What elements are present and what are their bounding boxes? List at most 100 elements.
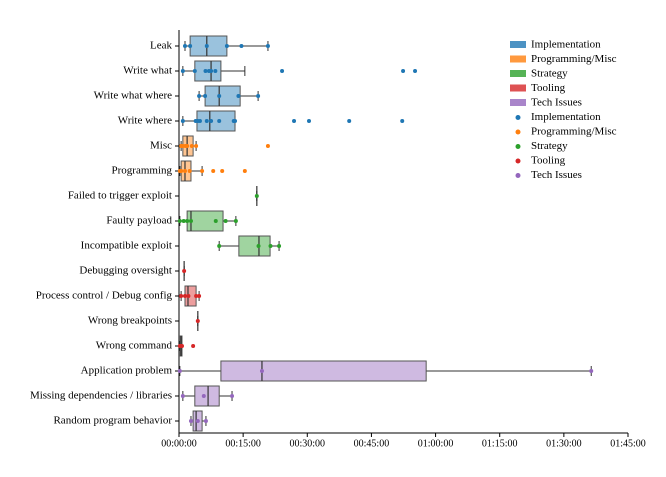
point — [306, 119, 311, 123]
point — [401, 69, 406, 73]
point — [265, 144, 270, 148]
point — [347, 119, 352, 123]
x-tick-label: 00:15:00 — [225, 438, 261, 449]
legend-label: Tooling — [531, 82, 566, 94]
point — [188, 44, 193, 48]
x-tick-label: 01:15:00 — [482, 438, 518, 449]
x-tick-label: 00:00:00 — [161, 438, 197, 449]
y-tick-label: Write what where — [94, 90, 172, 102]
point — [177, 369, 182, 373]
point — [179, 169, 184, 173]
x-tick-label: 01:45:00 — [610, 438, 646, 449]
point — [230, 394, 235, 398]
point — [213, 69, 218, 73]
point — [197, 119, 202, 123]
x-tick-label: 00:30:00 — [290, 438, 326, 449]
point — [195, 419, 200, 423]
point — [182, 294, 187, 298]
point — [203, 94, 208, 98]
y-tick-label: Misc — [150, 140, 172, 152]
point — [259, 369, 264, 373]
point — [197, 294, 202, 298]
legend-swatch — [510, 99, 526, 106]
point — [233, 219, 238, 223]
point — [201, 394, 206, 398]
point — [182, 269, 187, 273]
point — [217, 94, 222, 98]
y-tick-label: Missing dependencies / libraries — [30, 390, 172, 402]
point — [204, 44, 209, 48]
point — [180, 69, 185, 73]
y-tick-label: Debugging oversight — [79, 265, 172, 277]
x-tick-label: 01:30:00 — [546, 438, 582, 449]
point — [265, 44, 270, 48]
y-tick-label: Write where — [118, 115, 172, 127]
legend-label: Strategy — [531, 68, 568, 80]
point — [209, 119, 214, 123]
y-tick-label: Random program behavior — [53, 415, 172, 427]
box — [220, 360, 427, 382]
legend-label: Programming/Misc — [531, 53, 617, 65]
y-tick-label: Faulty payload — [106, 215, 172, 227]
legend-marker — [515, 115, 521, 120]
legend-label: Tooling — [531, 155, 566, 167]
box — [204, 85, 241, 107]
point — [268, 244, 273, 248]
legend-label: Tech Issues — [531, 97, 582, 109]
y-tick-label: Programming — [112, 165, 173, 177]
point — [213, 219, 218, 223]
point — [197, 94, 202, 98]
legend-label: Implementation — [531, 111, 601, 123]
y-tick-label: Wrong breakpoints — [88, 315, 172, 327]
point — [256, 94, 261, 98]
point — [203, 69, 208, 73]
point — [185, 144, 190, 148]
y-tick-label: Incompatible exploit — [81, 240, 172, 252]
y-tick-label: Leak — [150, 40, 172, 52]
point — [223, 219, 228, 223]
point — [254, 194, 259, 198]
legend-label: Strategy — [531, 140, 568, 152]
box — [238, 235, 271, 257]
y-tick-label: Process control / Debug config — [36, 290, 173, 302]
point — [224, 44, 229, 48]
point — [277, 244, 282, 248]
box — [194, 385, 220, 407]
y-tick-label: Failed to trigger exploit — [68, 190, 172, 202]
point — [256, 244, 261, 248]
y-tick-label: Wrong command — [96, 340, 173, 352]
point — [209, 69, 214, 73]
legend-marker — [515, 129, 521, 135]
point — [239, 44, 244, 48]
y-tick-label: Write what — [123, 65, 172, 77]
point — [217, 244, 222, 248]
point — [192, 69, 197, 73]
point — [280, 69, 285, 73]
point — [180, 394, 185, 398]
point — [191, 344, 196, 348]
legend-marker — [515, 158, 521, 164]
point — [189, 144, 194, 148]
legend-label: Implementation — [531, 39, 601, 51]
point — [187, 169, 192, 173]
legend-swatch — [510, 84, 526, 92]
legend-swatch — [510, 41, 526, 48]
point — [195, 319, 200, 323]
point — [242, 169, 247, 173]
point — [236, 94, 241, 98]
point — [179, 294, 184, 298]
point — [292, 119, 297, 123]
point — [182, 44, 187, 48]
legend-label: Tech Issues — [531, 169, 582, 181]
point — [188, 219, 193, 223]
legend-marker — [515, 144, 521, 149]
point — [181, 219, 186, 223]
legend-swatch — [510, 70, 526, 77]
point — [217, 119, 222, 123]
point — [177, 219, 182, 223]
point — [589, 369, 594, 373]
point — [413, 69, 418, 73]
point — [211, 169, 216, 173]
x-tick-label: 00:45:00 — [354, 438, 390, 449]
